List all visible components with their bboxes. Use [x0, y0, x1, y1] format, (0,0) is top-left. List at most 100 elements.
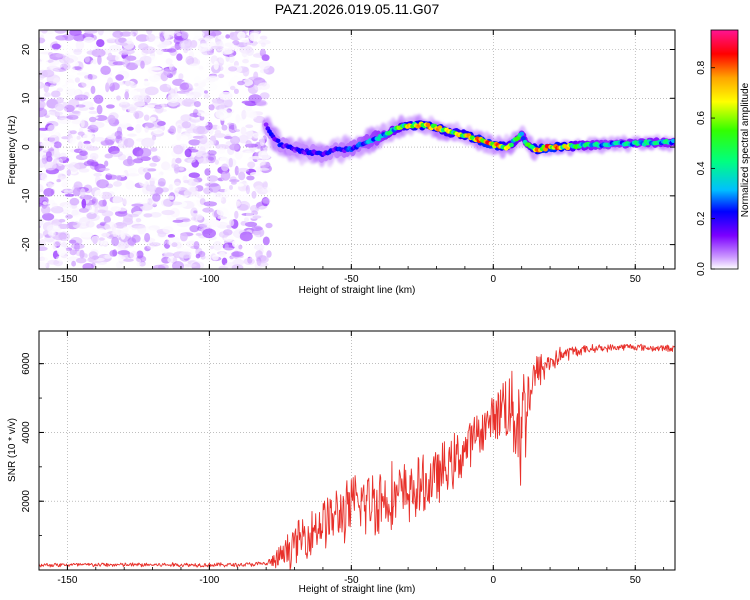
noise-blob [246, 175, 255, 181]
noise-blob [149, 242, 161, 247]
noise-blob [90, 121, 105, 129]
noise-blob [144, 122, 158, 130]
noise-blob [229, 85, 236, 91]
spectrogram-x-label: Height of straight line (km) [299, 285, 416, 296]
spectrogram-frame [38, 29, 676, 270]
x-tick-label: -50 [344, 575, 359, 586]
noise-blob [224, 42, 235, 48]
noise-blob [202, 228, 217, 239]
noise-blob [163, 68, 171, 76]
noise-blob [47, 182, 53, 189]
colorbar: 0.0 0.2 0.4 0.6 0.8 Normalized spectral ampl… [696, 29, 750, 276]
noise-blob [214, 129, 222, 136]
noise-blob [187, 158, 196, 163]
noise-blob [133, 94, 147, 100]
noise-blob [139, 203, 153, 211]
noise-blob [225, 34, 230, 39]
noise-blob [172, 219, 184, 223]
noise-blob [71, 209, 79, 217]
noise-blob [122, 190, 131, 196]
noise-blob [103, 33, 115, 40]
colorbar-tick-label: 0.0 [696, 262, 707, 276]
noise-blob [147, 168, 157, 172]
noise-blob [242, 78, 254, 87]
noise-blob [83, 160, 94, 167]
noise-blob [149, 162, 157, 167]
noise-blob [168, 126, 180, 133]
noise-blob [201, 113, 206, 117]
noise-blob [74, 242, 80, 252]
snr-grid [39, 331, 675, 570]
noise-blob [55, 53, 65, 58]
noise-blob [118, 50, 129, 56]
noise-blob [188, 172, 200, 178]
noise-blob [161, 161, 171, 171]
noise-blob [59, 115, 74, 120]
noise-blob [153, 104, 163, 110]
noise-blob [39, 94, 41, 100]
noise-blob [103, 74, 112, 79]
noise-blob [88, 251, 98, 260]
noise-blob [176, 53, 183, 61]
noise-blob [150, 147, 158, 152]
noise-blob [44, 92, 51, 98]
noise-blob [221, 163, 229, 172]
noise-blob [239, 231, 253, 242]
noise-blob [162, 84, 169, 92]
noise-blob [94, 207, 99, 215]
noise-blob [96, 179, 109, 189]
noise-blob [112, 61, 126, 66]
noise-blob [201, 30, 213, 34]
noise-blob [157, 121, 166, 126]
noise-blob [112, 30, 124, 38]
noise-blob [115, 74, 124, 81]
noise-blob [224, 187, 230, 196]
noise-blob [194, 76, 202, 84]
noise-blob [66, 75, 77, 79]
noise-blob [84, 74, 98, 80]
noise-blob [87, 129, 96, 133]
noise-blob [39, 133, 50, 138]
noise-blob [39, 256, 46, 262]
noise-blob [259, 161, 271, 168]
noise-blob [133, 225, 147, 229]
noise-blob [81, 198, 87, 209]
noise-blob [115, 261, 123, 269]
noise-blob [107, 77, 114, 87]
noise-blob [249, 135, 263, 139]
noise-blob [258, 167, 270, 171]
noise-blob [69, 155, 74, 160]
noise-blob [81, 48, 94, 53]
noise-blob [141, 46, 156, 54]
snr-y-label: SNR (10 * v/v) [7, 418, 18, 482]
noise-blob [50, 206, 64, 214]
noise-blob [175, 119, 189, 129]
noise-blob [180, 232, 188, 242]
x-tick-label: -100 [199, 274, 219, 285]
noise-blob [39, 216, 44, 227]
noise-blob [96, 260, 107, 265]
noise-blob [198, 134, 208, 145]
noise-blob [184, 263, 197, 268]
noise-blob [66, 169, 71, 177]
noise-blob [120, 230, 126, 240]
noise-blob [125, 80, 131, 87]
noise-blob [59, 176, 68, 181]
noise-blob [78, 168, 90, 173]
noise-blob [151, 135, 157, 141]
noise-blob [217, 65, 224, 72]
noise-blob [190, 40, 198, 48]
noise-blob [112, 195, 123, 205]
noise-blob [66, 114, 79, 120]
noise-blob [244, 143, 258, 148]
noise-blob [53, 77, 61, 86]
noise-blob [51, 43, 61, 50]
noise-blob [140, 156, 151, 161]
noise-blob [103, 216, 111, 224]
noise-blob [162, 226, 174, 234]
noise-blob [233, 88, 239, 95]
noise-blob [122, 196, 133, 206]
noise-blob [143, 213, 153, 218]
noise-blob [259, 68, 269, 74]
